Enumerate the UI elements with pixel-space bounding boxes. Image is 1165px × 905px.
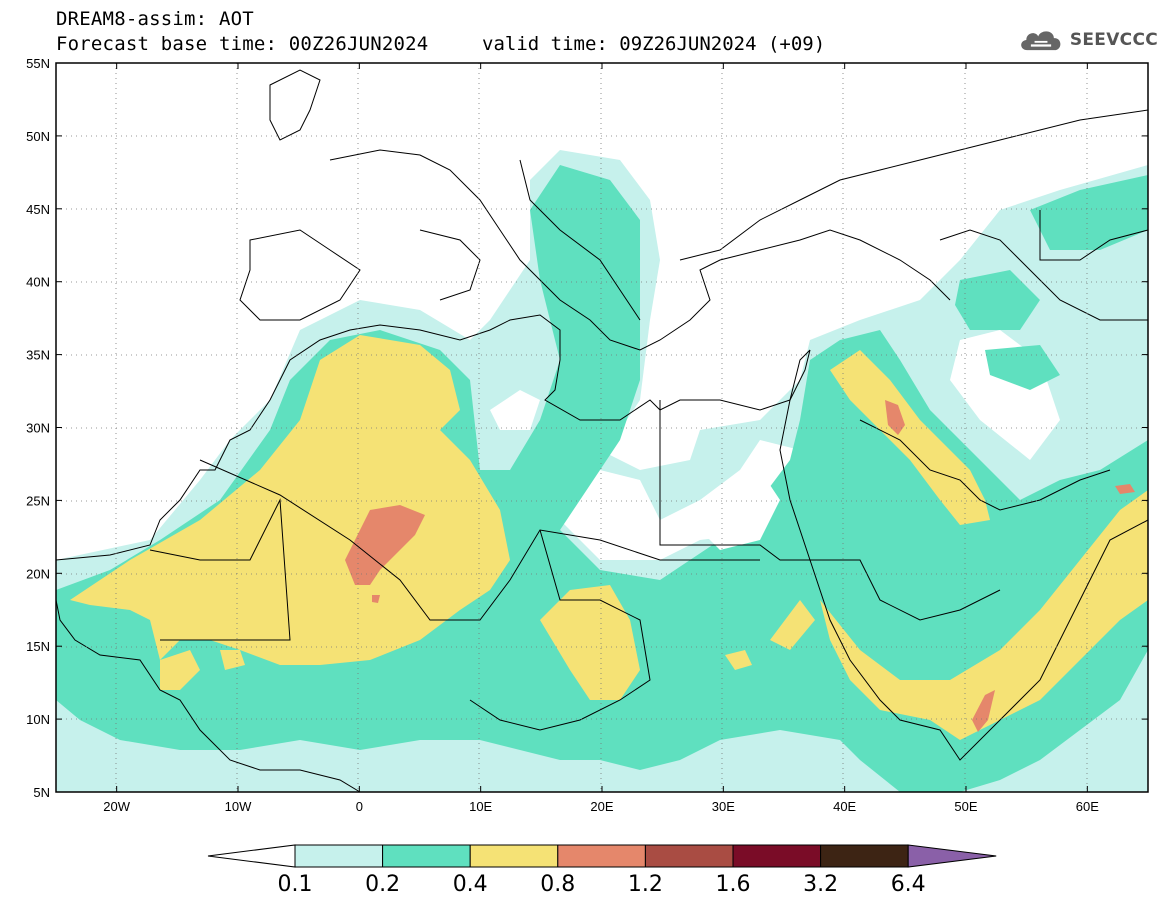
map-title: DREAM8-assim: AOT (56, 8, 254, 30)
logo-text: SEEVCCC (1069, 30, 1158, 50)
lat-tick-label: 40N (26, 275, 50, 290)
colorbar-min-arrow (207, 844, 296, 868)
colorbar-swatch (820, 844, 909, 868)
lat-tick-label: 15N (26, 639, 50, 654)
lon-tick-label: 20W (103, 799, 130, 814)
lon-tick-label: 30E (712, 799, 735, 814)
coastlines (56, 69, 1148, 792)
lat-tick-label: 50N (26, 129, 50, 144)
colorbar-level-label: 0.4 (453, 872, 488, 897)
aot-level-0-4-region (70, 335, 510, 665)
colorbar-swatch (469, 844, 559, 868)
lat-tick-label: 25N (26, 493, 50, 508)
seevccc-logo: SEEVCCC (1018, 22, 1158, 58)
lon-tick-label: 50E (954, 799, 977, 814)
forecast-base-time: Forecast base time: 00Z26JUN2024 (56, 33, 429, 55)
colorbar-level-label: 0.2 (365, 872, 400, 897)
lat-tick-label: 30N (26, 421, 50, 436)
valid-time: valid time: 09Z26JUN2024 (+09) (482, 33, 826, 55)
lon-tick-label: 10E (469, 799, 492, 814)
colorbar-swatch (382, 844, 471, 868)
aot-field (56, 63, 1148, 792)
latitude-axis: 55N 50N 45N 40N 35N 30N 25N 20N 15N 10N 5N (26, 56, 1148, 800)
graticule (56, 63, 1148, 792)
aot-level-0-8-region (345, 505, 425, 585)
colorbar-level-label: 1.2 (628, 872, 663, 897)
colorbar-swatch (644, 844, 734, 868)
colorbar-swatch (557, 844, 646, 868)
longitude-axis: 20W 10W 0 10E 20E 30E 40E 50E 60E (103, 63, 1099, 814)
colorbar-level-label: 3.2 (803, 872, 838, 897)
lat-tick-label: 20N (26, 566, 50, 581)
lat-tick-label: 5N (33, 785, 50, 800)
lat-tick-label: 10N (26, 712, 50, 727)
lat-tick-label: 35N (26, 348, 50, 363)
colorbar: 0.1 0.2 0.4 0.8 1.2 1.6 3.2 6.4 (207, 844, 997, 897)
lon-tick-label: 20E (590, 799, 613, 814)
colorbar-swatch (294, 844, 384, 868)
colorbar-level-label: 6.4 (891, 872, 926, 897)
lon-tick-label: 0 (356, 799, 363, 814)
lon-tick-label: 60E (1076, 799, 1099, 814)
lat-tick-label: 45N (26, 202, 50, 217)
colorbar-level-label: 1.6 (716, 872, 751, 897)
colorbar-swatch (732, 844, 822, 868)
colorbar-max-arrow (907, 844, 997, 868)
lat-tick-label: 55N (26, 56, 50, 71)
lon-tick-label: 10W (225, 799, 252, 814)
colorbar-level-label: 0.1 (278, 872, 313, 897)
cloud-icon (1021, 31, 1061, 51)
colorbar-level-label: 0.8 (540, 872, 575, 897)
lon-tick-label: 40E (833, 799, 856, 814)
